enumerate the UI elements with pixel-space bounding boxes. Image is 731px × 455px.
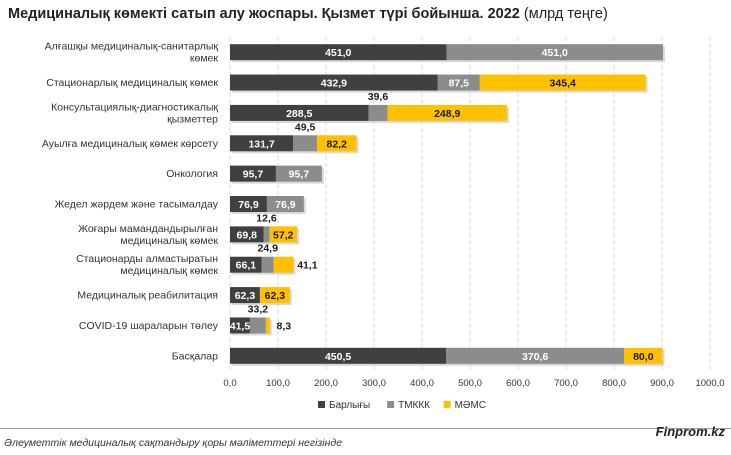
value-label: 82,2 [326, 138, 347, 150]
legend-swatch [443, 401, 451, 408]
category-label: Консультациялық-диагностикалық қызметтер [51, 101, 218, 125]
bar-МӘМС [273, 256, 294, 273]
bar-ТМККК [266, 196, 304, 212]
x-tick-label: 200,0 [314, 378, 338, 389]
bar-МӘМС [316, 135, 357, 152]
value-label: 248,9 [434, 108, 460, 120]
chart-title-unit: (млрд теңге) [523, 6, 608, 22]
value-label: 288,5 [286, 108, 312, 120]
bar-Барлығы [230, 165, 276, 182]
category-label: Басқалар [172, 350, 218, 362]
value-label: 41,5 [230, 320, 251, 332]
x-tick-label: 300,0 [362, 378, 386, 389]
x-tick-label: 500,0 [458, 378, 482, 389]
x-axis-ticks: 0,0 100,0 200,0 300,0 400,0 500,0 600,0 700,0 80… [223, 378, 724, 389]
chart-legend: Барлығы ТМККК МӘМС [318, 400, 486, 411]
bar-ТМККК [261, 256, 274, 273]
value-label: 432,9 [321, 78, 347, 90]
bar-МӘМС [269, 226, 298, 243]
bar-Барлығы [230, 135, 294, 152]
bar-chart: Алғашқы медициналық-санитарлық көмек Стаци… [42, 37, 725, 411]
bar-Барлығы [230, 256, 262, 273]
value-label: 62,3 [235, 290, 256, 302]
value-label: 62,3 [265, 290, 286, 302]
bar-ТМККК [249, 317, 266, 334]
value-label: 76,9 [238, 199, 259, 211]
bar-Барлығы [230, 104, 369, 121]
bar-Барлығы [230, 317, 250, 334]
bar-МӘМС [624, 347, 663, 364]
footer-divider [0, 428, 731, 429]
value-label: 131,7 [248, 138, 274, 150]
value-label: 95,7 [289, 169, 310, 181]
value-label: 76,9 [275, 199, 296, 211]
x-tick-label: 800,0 [602, 378, 626, 389]
legend-swatch [387, 401, 395, 408]
category-label: Онкология [166, 168, 218, 180]
value-label: 12,6 [256, 212, 277, 224]
chart-title-text: Медициналық көмекті сатып алу жоспары. Қ… [8, 6, 520, 22]
category-label: Жедел жәрдем және тасымалдау [55, 199, 219, 211]
bar-Барлығы [230, 44, 447, 61]
bar-ТМККК [263, 226, 270, 243]
bar-МӘМС [479, 74, 646, 91]
category-label: Стационарлық медициналық көмек [46, 77, 218, 89]
bar-МӘМС [265, 317, 270, 334]
x-tick-label: 100,0 [266, 378, 290, 389]
bar-ТМККК [437, 74, 480, 91]
legend-label: ТМККК [398, 400, 430, 411]
legend-label: МӘМС [455, 400, 486, 411]
value-label: 39,6 [368, 91, 389, 103]
value-label: 95,7 [243, 169, 264, 181]
value-label: 24,9 [257, 243, 278, 255]
bar-Барлығы [230, 196, 267, 212]
legend-swatch [318, 401, 325, 408]
value-label: 33,2 [248, 303, 269, 315]
x-tick-label: 700,0 [554, 378, 578, 389]
bar-ТМККК [446, 347, 625, 364]
bar-ТМККК [446, 44, 663, 61]
bar-shadow [267, 319, 272, 336]
chart-bars [230, 44, 665, 366]
x-tick-label: 600,0 [506, 378, 530, 389]
value-labels: 451,0 451,0 432,9 87,5 345,4 288,5 39,6 248,9 13… [230, 47, 654, 363]
value-label: 69,8 [237, 229, 258, 241]
category-label: Стационарды алмастыратын медициналық көме… [76, 253, 218, 277]
value-label: 49,5 [295, 121, 316, 133]
brand-logo: Finprom.kz [655, 424, 725, 439]
bar-Барлығы [230, 74, 438, 91]
chart-title: Медициналық көмекті сатып алу жоспары. Қ… [8, 6, 608, 22]
x-tick-label: 900,0 [650, 378, 674, 389]
value-label: 66,1 [236, 260, 257, 272]
value-label: 450,5 [325, 351, 351, 363]
value-label: 8,3 [277, 320, 292, 332]
category-labels: Алғашқы медициналық-санитарлық көмек Стаци… [42, 41, 219, 363]
bar-Барлығы [230, 347, 447, 364]
value-label: 345,4 [550, 78, 576, 90]
bar-МӘМС [387, 104, 507, 121]
x-tick-label: 400,0 [410, 378, 434, 389]
legend-label: Барлығы [329, 400, 370, 411]
bar-Барлығы [230, 287, 260, 304]
value-label: 80,0 [633, 351, 654, 363]
category-label: Ауылға медициналық көмек көрсету [42, 138, 219, 150]
value-label: 451,0 [542, 47, 568, 59]
bar-ТМККК [368, 104, 388, 121]
bar-Барлығы [230, 226, 264, 243]
bar-ТМККК [275, 165, 322, 182]
x-tick-label: 0,0 [223, 378, 236, 389]
value-label: 370,6 [522, 351, 548, 363]
value-label: 451,0 [325, 47, 351, 59]
value-label: 87,5 [449, 78, 470, 90]
value-label: 57,2 [273, 229, 294, 241]
bar-ТМККК [293, 135, 317, 152]
x-tick-label: 1000,0 [695, 378, 724, 389]
value-label: 41,1 [297, 260, 318, 272]
category-label: COVID-19 шараларын төлеу [79, 320, 219, 332]
source-note: Әлеуметтік медициналық сақтандыру қоры м… [4, 437, 343, 449]
category-label: Медициналық реабилитация [77, 290, 218, 302]
category-label: Алғашқы медициналық-санитарлық көмек [45, 41, 219, 65]
category-label: Жоғары мамандандырылған медициналық көмек [78, 223, 218, 247]
bar-МӘМС [259, 287, 290, 304]
